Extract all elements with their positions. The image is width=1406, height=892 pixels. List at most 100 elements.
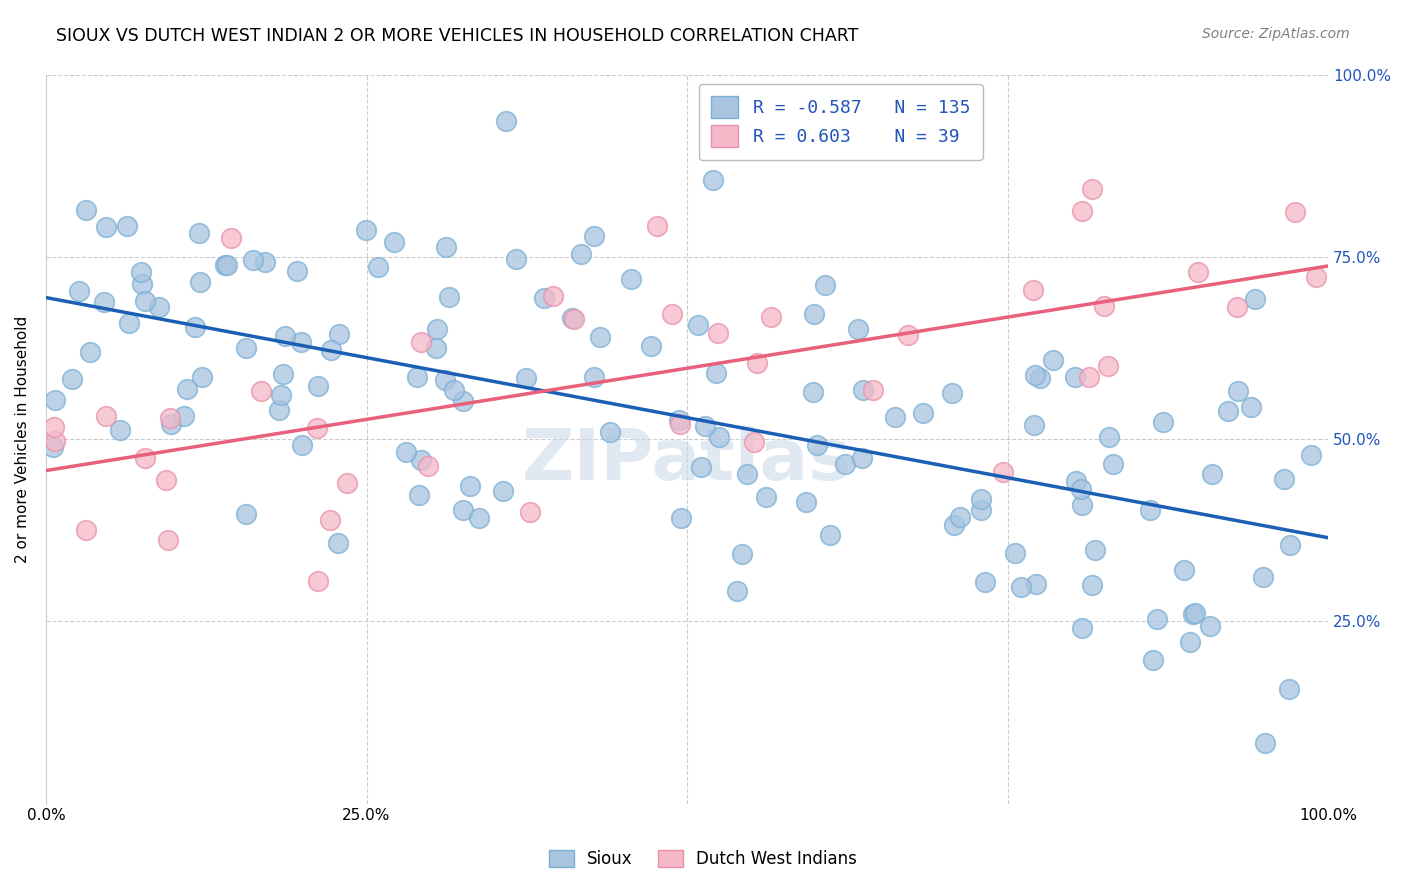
Point: [1029, 371, 1052, 385]
Point: [42, 440, 65, 454]
Point: [176, 382, 198, 396]
Point: [742, 434, 765, 449]
Point: [382, 235, 405, 249]
Point: [1251, 569, 1274, 583]
Point: [131, 277, 153, 291]
Legend: Sioux, Dutch West Indians: Sioux, Dutch West Indians: [543, 843, 863, 875]
Point: [1216, 404, 1239, 418]
Point: [1180, 635, 1202, 649]
Point: [1070, 482, 1092, 496]
Point: [290, 335, 312, 350]
Point: [468, 511, 491, 525]
Point: [1022, 283, 1045, 297]
Text: SIOUX VS DUTCH WEST INDIAN 2 OR MORE VEHICLES IN HOUSEHOLD CORRELATION CHART: SIOUX VS DUTCH WEST INDIAN 2 OR MORE VEH…: [56, 27, 859, 45]
Point: [1084, 542, 1107, 557]
Point: [173, 409, 195, 423]
Point: [118, 316, 141, 330]
Point: [1025, 577, 1047, 591]
Point: [79, 345, 101, 359]
Point: [458, 478, 481, 492]
Point: [44, 420, 66, 434]
Point: [75, 523, 97, 537]
Point: [235, 508, 257, 522]
Point: [319, 513, 342, 527]
Point: [1173, 563, 1195, 577]
Point: [117, 219, 139, 233]
Point: [1042, 353, 1064, 368]
Point: [44, 392, 66, 407]
Point: [110, 423, 132, 437]
Point: [561, 310, 583, 325]
Point: [395, 445, 418, 459]
Text: Source: ZipAtlas.com: Source: ZipAtlas.com: [1202, 27, 1350, 41]
Point: [599, 425, 621, 439]
Point: [183, 320, 205, 334]
Point: [156, 533, 179, 547]
Point: [533, 291, 555, 305]
Point: [1066, 474, 1088, 488]
Point: [1278, 682, 1301, 697]
Point: [160, 417, 183, 431]
Point: [669, 511, 692, 525]
Point: [1077, 370, 1099, 384]
Point: [1284, 204, 1306, 219]
Point: [1024, 418, 1046, 433]
Point: [242, 253, 264, 268]
Point: [993, 465, 1015, 479]
Point: [803, 306, 825, 320]
Point: [495, 114, 517, 128]
Point: [1063, 369, 1085, 384]
Point: [129, 265, 152, 279]
Point: [408, 488, 430, 502]
Point: [941, 385, 963, 400]
Point: [1010, 580, 1032, 594]
Point: [1182, 607, 1205, 621]
Point: [1071, 204, 1094, 219]
Point: [307, 379, 329, 393]
Point: [505, 252, 527, 266]
Point: [1152, 415, 1174, 429]
Point: [727, 583, 749, 598]
Point: [336, 475, 359, 490]
Point: [93, 294, 115, 309]
Point: [1305, 269, 1327, 284]
Point: [328, 536, 350, 550]
Point: [188, 226, 211, 240]
Y-axis label: 2 or more Vehicles in Household: 2 or more Vehicles in Household: [15, 316, 30, 563]
Point: [60, 372, 83, 386]
Point: [409, 453, 432, 467]
Point: [67, 285, 90, 299]
Point: [1071, 621, 1094, 635]
Point: [1097, 430, 1119, 444]
Point: [437, 290, 460, 304]
Text: ZIPatlas: ZIPatlas: [522, 426, 852, 495]
Point: [44, 434, 66, 448]
Point: [582, 369, 605, 384]
Point: [820, 528, 842, 542]
Point: [668, 417, 690, 432]
Point: [1226, 301, 1249, 315]
Point: [94, 219, 117, 234]
Point: [433, 373, 456, 387]
Point: [1198, 619, 1220, 633]
Point: [406, 369, 429, 384]
Point: [425, 322, 447, 336]
Point: [188, 276, 211, 290]
Point: [134, 450, 156, 465]
Point: [969, 503, 991, 517]
Point: [148, 300, 170, 314]
Point: [755, 490, 778, 504]
Point: [1146, 612, 1168, 626]
Point: [274, 329, 297, 343]
Point: [897, 328, 920, 343]
Point: [425, 342, 447, 356]
Point: [942, 517, 965, 532]
Point: [1301, 448, 1323, 462]
Point: [443, 383, 465, 397]
Point: [1278, 538, 1301, 552]
Point: [1187, 265, 1209, 279]
Point: [1254, 736, 1277, 750]
Point: [541, 289, 564, 303]
Point: [134, 294, 156, 309]
Point: [1239, 401, 1261, 415]
